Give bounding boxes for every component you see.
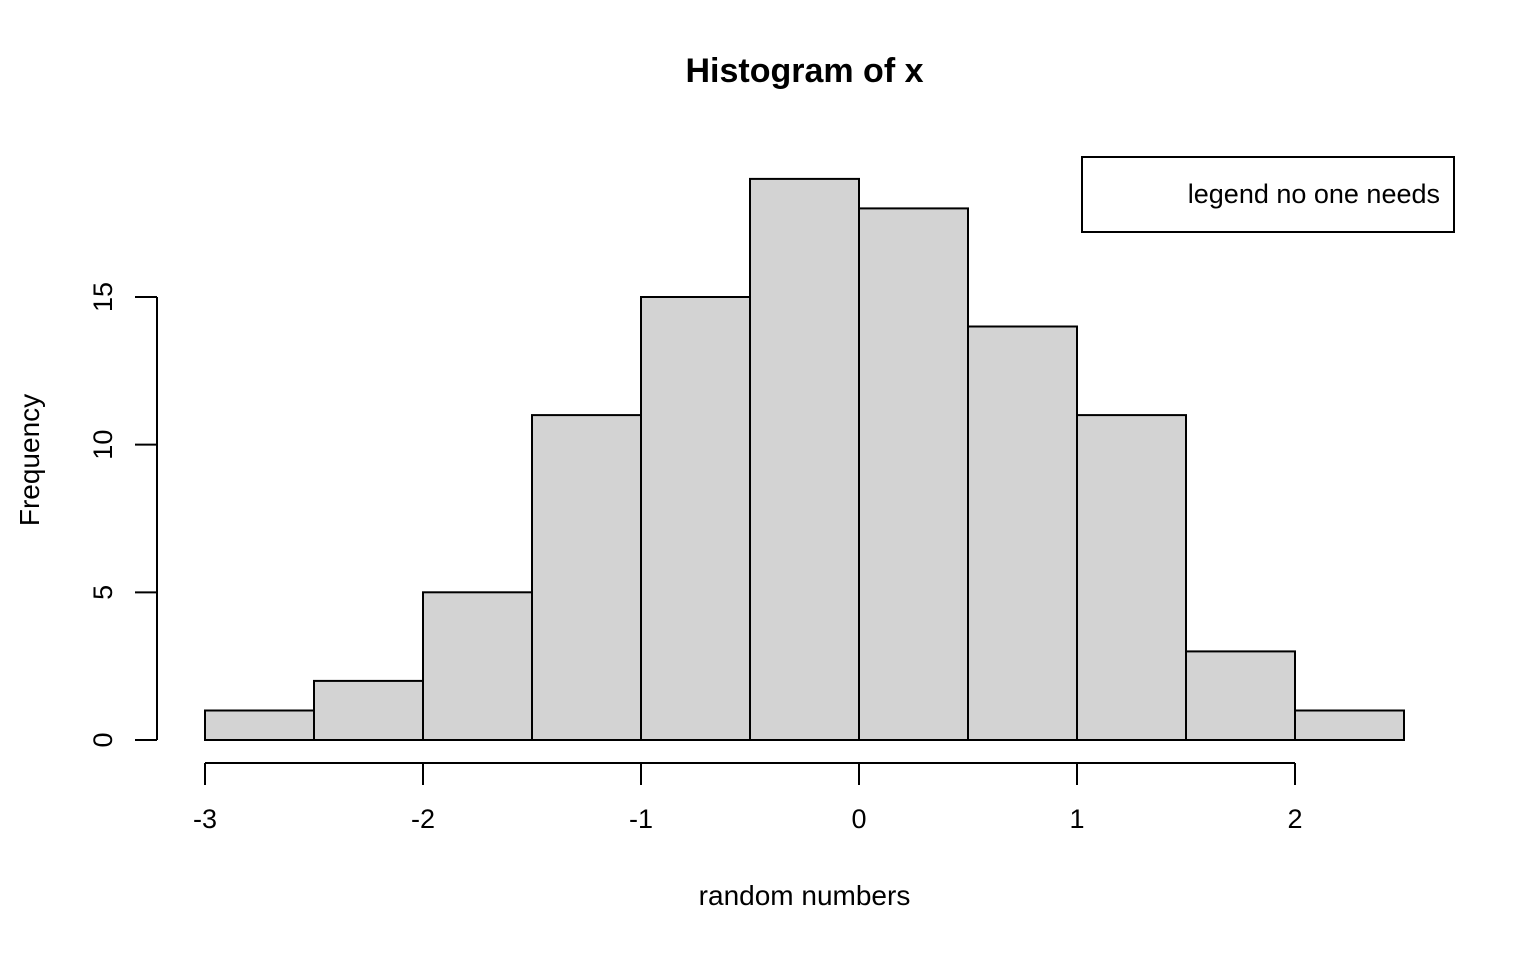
- histogram-bar: [1294, 709, 1405, 741]
- y-axis-tick-label: 10: [88, 430, 118, 460]
- y-axis-tick-label: 0: [88, 732, 118, 747]
- chart-title: Histogram of x: [685, 52, 924, 90]
- y-axis-tick-label: 5: [88, 585, 118, 600]
- y-axis-title: Frequency: [14, 393, 45, 527]
- histogram-bar: [749, 177, 860, 741]
- histogram-bar: [204, 709, 315, 741]
- x-axis-tick-label: -3: [193, 804, 217, 834]
- x-axis-tick-label: 1: [1069, 804, 1084, 834]
- histogram-bar: [1076, 414, 1187, 741]
- histogram-bar: [858, 207, 969, 741]
- x-axis-tick-label: 0: [851, 804, 866, 834]
- x-axis-tick-label: 2: [1287, 804, 1302, 834]
- x-axis-title: random numbers: [698, 880, 911, 911]
- x-axis-tick-label: -1: [629, 804, 653, 834]
- legend-box: legend no one needs: [1081, 156, 1455, 233]
- histogram-bar: [531, 414, 642, 741]
- histogram-bar: [640, 296, 751, 741]
- histogram-bar: [422, 591, 533, 741]
- legend-label: legend no one needs: [1187, 179, 1440, 209]
- y-axis-tick-label: 15: [88, 282, 118, 312]
- histogram-bar: [313, 679, 424, 742]
- histogram-bar: [1185, 650, 1296, 742]
- x-axis-tick-label: -2: [411, 804, 435, 834]
- histogram-bar: [967, 325, 1078, 741]
